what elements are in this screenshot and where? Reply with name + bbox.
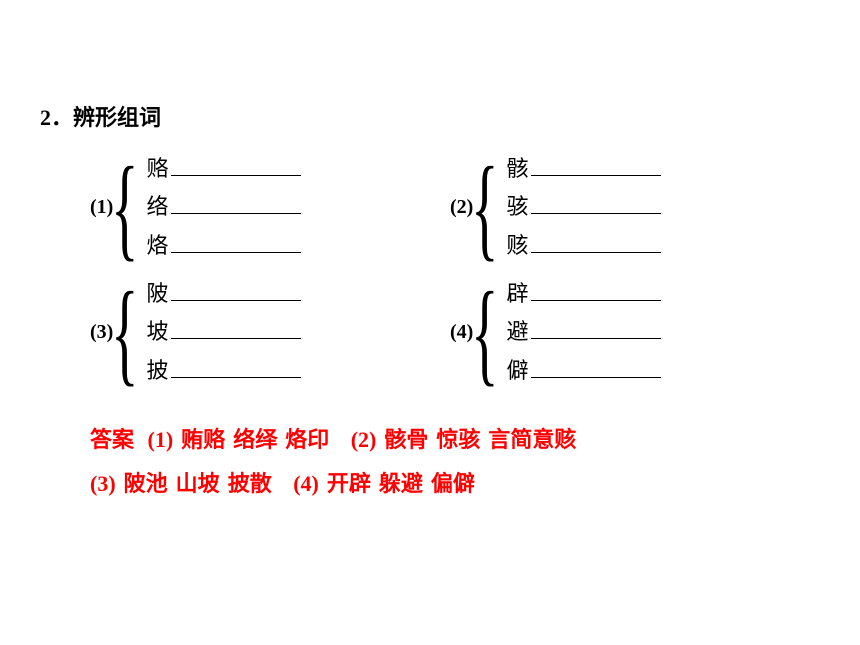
blank-line — [171, 156, 301, 176]
brace-icon: { — [471, 150, 499, 265]
answer-word: 开辟 — [327, 471, 371, 496]
answer-word: 言简意赅 — [488, 427, 576, 452]
item: 赅 — [507, 228, 661, 264]
item: 陂 — [147, 276, 301, 312]
char: 辟 — [507, 276, 529, 308]
item: 坡 — [147, 314, 301, 350]
answer-line-1: 答案 (1) 贿赂络绎烙印 (2) 骸骨惊骇言简意赅 — [90, 418, 820, 462]
groups-container: (1) { 赂 络 烙 — [90, 150, 820, 390]
item: 烙 — [147, 228, 301, 264]
group-number-4: (4) — [450, 321, 473, 344]
brace-container: { 陂 坡 披 — [115, 275, 300, 390]
blank-line — [171, 194, 301, 214]
item: 络 — [147, 189, 301, 225]
item: 赂 — [147, 151, 301, 187]
items-4: 辟 避 僻 — [507, 275, 661, 390]
group-number-2: (2) — [450, 196, 473, 219]
brace-container: { 赂 络 烙 — [115, 150, 300, 265]
blank-line — [171, 281, 301, 301]
answer-line-2: (3) 陂池山坡披散 (4) 开辟躲避偏僻 — [90, 462, 820, 506]
brace-icon: { — [111, 275, 139, 390]
item: 辟 — [507, 276, 661, 312]
answer-group-2: (2) 骸骨惊骇言简意赅 — [351, 427, 585, 452]
items-1: 赂 络 烙 — [147, 150, 301, 265]
blank-line — [171, 358, 301, 378]
items-3: 陂 坡 披 — [147, 275, 301, 390]
blank-line — [531, 281, 661, 301]
group-2: (2) { 骸 骇 赅 — [450, 150, 810, 265]
exercise-title: 2．辨形组词 — [40, 100, 820, 132]
item: 骇 — [507, 189, 661, 225]
answer-word: 山坡 — [176, 471, 220, 496]
char: 赂 — [147, 151, 169, 183]
items-2: 骸 骇 赅 — [507, 150, 661, 265]
answer-word: 偏僻 — [431, 471, 475, 496]
brace-container: { 辟 避 僻 — [475, 275, 660, 390]
item: 避 — [507, 314, 661, 350]
answer-num: (1) — [148, 427, 174, 452]
answer-group-3: (3) 陂池山坡披散 — [90, 471, 285, 496]
answer-word: 烙印 — [285, 427, 329, 452]
item: 披 — [147, 353, 301, 389]
answer-word: 骸骨 — [384, 427, 428, 452]
answer-num: (2) — [351, 427, 377, 452]
blank-line — [531, 319, 661, 339]
blank-line — [531, 156, 661, 176]
blank-line — [171, 319, 301, 339]
char: 坡 — [147, 314, 169, 346]
char: 僻 — [507, 353, 529, 385]
brace-icon: { — [471, 275, 499, 390]
group-3: (3) { 陂 坡 披 — [90, 275, 450, 390]
char: 烙 — [147, 228, 169, 260]
group-row-2: (3) { 陂 坡 披 — [90, 275, 820, 390]
brace-icon: { — [111, 150, 139, 265]
group-1: (1) { 赂 络 烙 — [90, 150, 450, 265]
blank-line — [171, 233, 301, 253]
char: 络 — [147, 189, 169, 221]
answer-word: 披散 — [228, 471, 272, 496]
group-number-1: (1) — [90, 196, 113, 219]
char: 赅 — [507, 228, 529, 260]
answer-word: 躲避 — [379, 471, 423, 496]
char: 骇 — [507, 189, 529, 221]
item: 骸 — [507, 151, 661, 187]
char: 骸 — [507, 151, 529, 183]
char: 陂 — [147, 276, 169, 308]
blank-line — [531, 233, 661, 253]
answer-word: 陂池 — [124, 471, 168, 496]
blank-line — [531, 194, 661, 214]
answer-word: 惊骇 — [436, 427, 480, 452]
answer-word: 贿赂 — [181, 427, 225, 452]
group-row-1: (1) { 赂 络 烙 — [90, 150, 820, 265]
answer-group-1: (1) 贿赂络绎烙印 — [148, 427, 343, 452]
char: 避 — [507, 314, 529, 346]
brace-container: { 骸 骇 赅 — [475, 150, 660, 265]
blank-line — [531, 358, 661, 378]
answer-num: (3) — [90, 471, 116, 496]
answer-num: (4) — [293, 471, 319, 496]
group-number-3: (3) — [90, 321, 113, 344]
item: 僻 — [507, 353, 661, 389]
answer-group-4: (4) 开辟躲避偏僻 — [293, 471, 483, 496]
group-4: (4) { 辟 避 僻 — [450, 275, 810, 390]
char: 披 — [147, 353, 169, 385]
answers-section: 答案 (1) 贿赂络绎烙印 (2) 骸骨惊骇言简意赅 (3) 陂池山坡披散 (4) 开辟… — [90, 418, 820, 506]
answer-label: 答案 — [90, 427, 134, 452]
answer-word: 络绎 — [233, 427, 277, 452]
